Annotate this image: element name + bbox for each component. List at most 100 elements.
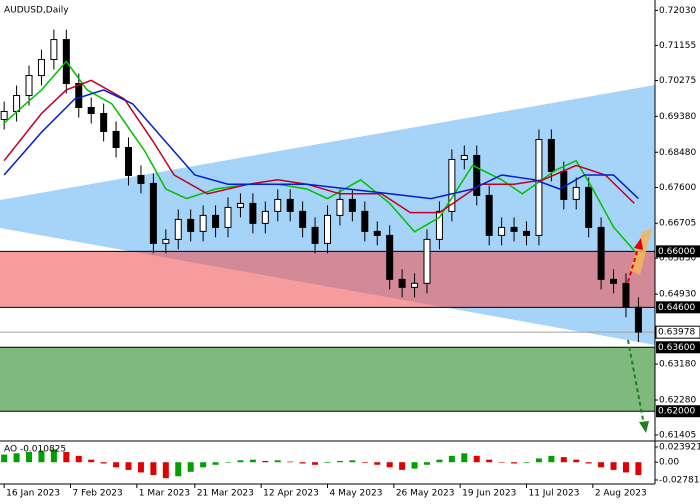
- zone: [0, 251, 655, 308]
- level-label: 0.66000: [658, 247, 695, 257]
- candle-body: [535, 138, 543, 236]
- y-tick-label: 0.66705: [659, 219, 696, 229]
- candle-body: [634, 306, 642, 333]
- ao-bar: [585, 462, 592, 464]
- ao-bar: [386, 462, 393, 468]
- ao-bar: [598, 462, 605, 468]
- candle-body: [386, 234, 394, 280]
- candle-body: [485, 194, 493, 236]
- candle-body: [572, 186, 580, 200]
- x-tick-label: 2 Aug 2023: [595, 489, 647, 499]
- x-tick-label: 16 Jan 2023: [6, 489, 60, 499]
- x-tick-label: 26 May 2023: [396, 489, 455, 499]
- y-tick-label: 0.67600: [659, 183, 696, 193]
- x-tick-label: 4 May 2023: [330, 489, 383, 499]
- y-tick-label: 0.61405: [659, 431, 696, 441]
- y-tick-label: 0.69380: [659, 112, 696, 122]
- candle-body: [187, 218, 195, 232]
- target-shape: [630, 228, 652, 275]
- annotations: [627, 228, 652, 433]
- candle-body: [473, 154, 481, 196]
- x-tick-label: 1 Mar 2023: [139, 489, 190, 499]
- candle-body: [336, 198, 344, 216]
- ao-bar: [535, 458, 542, 463]
- ao-bar: [523, 462, 530, 463]
- down-arrow-head: [639, 421, 649, 433]
- candle-body: [125, 146, 133, 176]
- candle-body: [448, 158, 456, 212]
- candle-body: [547, 138, 555, 172]
- ao-bar: [75, 455, 82, 463]
- ao-bar: [349, 460, 356, 463]
- level-label: 0.63600: [658, 343, 695, 353]
- ao-bar: [473, 455, 480, 463]
- current-price-label: 0.63978: [658, 328, 695, 338]
- candle-body: [435, 210, 443, 240]
- level-label-box: [656, 341, 700, 354]
- y-tick-label: 0.62280: [659, 396, 696, 406]
- down-arrow: [627, 339, 645, 426]
- y-tick-label: -0.027811: [659, 475, 700, 485]
- candle-body: [522, 230, 530, 236]
- ao-bar: [361, 462, 368, 463]
- y-tick-label: 0.68480: [659, 148, 696, 158]
- ao-bar: [225, 462, 232, 463]
- ao-bar: [26, 452, 33, 463]
- ao-bar: [436, 459, 443, 463]
- y-tick-label: 0.71155: [659, 41, 696, 51]
- ao-bar: [448, 455, 455, 463]
- ao-bar: [137, 462, 144, 473]
- candle-body: [75, 83, 83, 109]
- candle-body: [597, 226, 605, 280]
- y-tick-label: 0.00: [659, 458, 679, 468]
- candle-body: [224, 206, 232, 228]
- candle-body: [373, 230, 381, 236]
- candle-body: [137, 174, 145, 184]
- candle-body: [249, 202, 257, 224]
- ma-line: [3, 60, 639, 256]
- indicator-label: AO -0.010825: [4, 445, 66, 455]
- ao-bar: [560, 457, 567, 463]
- candle-body: [199, 214, 207, 232]
- ao-bar: [50, 449, 57, 463]
- level-label-box: [656, 301, 700, 314]
- candle-body: [50, 39, 58, 61]
- up-arrow-head: [634, 238, 643, 250]
- ao-bar: [150, 462, 157, 475]
- ao-bar: [336, 460, 343, 463]
- ao-bar: [312, 462, 319, 465]
- candle-body: [610, 278, 618, 284]
- ao-bar: [162, 462, 169, 479]
- candle-body: [112, 130, 120, 148]
- candle-body: [0, 110, 8, 120]
- y-tick-label: 0.023921: [659, 442, 700, 452]
- level-label-box: [656, 405, 700, 418]
- candle-body: [236, 202, 244, 208]
- ao-bar: [299, 462, 306, 464]
- level-label: 0.62000: [658, 407, 695, 417]
- y-tick-label: 0.65830: [659, 254, 696, 264]
- x-tick-label: 19 Jun 2023: [462, 489, 516, 499]
- ao-bar: [113, 462, 120, 468]
- ao-bar: [237, 460, 244, 463]
- ao-bar: [100, 462, 107, 464]
- candle-body: [361, 210, 369, 232]
- ao-bar: [125, 462, 132, 470]
- candle-body: [299, 210, 307, 228]
- x-tick-label: 7 Feb 2023: [72, 489, 122, 499]
- level-label-box: [656, 245, 700, 258]
- candle-body: [622, 282, 630, 308]
- candle-body: [149, 182, 157, 244]
- chart-title: AUDUSD,Daily: [4, 6, 69, 16]
- ao-bar: [461, 453, 468, 463]
- ao-bar: [287, 461, 294, 463]
- candle-body: [162, 238, 170, 244]
- x-tick-label: 12 Apr 2023: [263, 489, 319, 499]
- ao-bar: [548, 455, 555, 463]
- candle-body: [212, 214, 220, 228]
- ao-bar: [274, 460, 281, 463]
- ao-bar: [573, 459, 580, 463]
- ao-bar: [635, 462, 642, 475]
- ao-bar: [200, 462, 207, 468]
